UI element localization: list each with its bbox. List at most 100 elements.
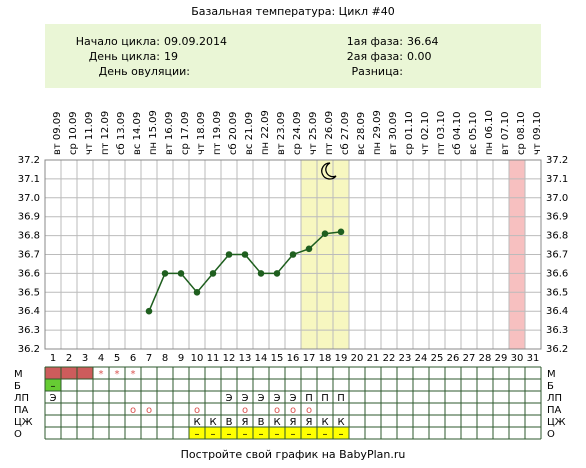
temperature-point <box>145 307 153 315</box>
weekday: пт <box>436 142 447 155</box>
cell-text: К <box>321 417 328 428</box>
date: 07.10 <box>500 111 511 140</box>
date: 12.09 <box>100 111 111 140</box>
info-value: 0.00 <box>407 50 432 63</box>
day-number: 27 <box>463 353 476 364</box>
date-label: чт 25.09 <box>308 111 319 155</box>
temperature-point <box>321 230 329 238</box>
cell-text: К <box>273 417 280 428</box>
y-tick-label: 36.4 <box>546 306 568 317</box>
cell-fill <box>269 427 285 439</box>
cell-text: – <box>323 429 328 440</box>
cell-text: Э <box>274 393 281 404</box>
date: 29.09 <box>372 110 383 139</box>
weekday: пн <box>260 142 271 155</box>
date: 01.10 <box>404 111 415 140</box>
cell-fill <box>285 427 301 439</box>
info-value: 09.09.2014 <box>164 35 227 48</box>
temperature-point <box>193 289 201 296</box>
date: 20.09 <box>228 112 239 141</box>
weekday: вс <box>468 144 479 155</box>
row-label: ЛП <box>547 393 562 404</box>
date: 25.09 <box>308 111 319 140</box>
cell-text: – <box>307 429 312 440</box>
y-tick-label: 36.8 <box>18 231 40 242</box>
date-label: пн 06.10 <box>484 110 495 155</box>
cell-text: Э <box>50 393 57 404</box>
day-number: 13 <box>239 353 252 364</box>
date: 19.09 <box>212 111 223 140</box>
day-number: 22 <box>383 353 396 364</box>
info-value: 36.64 <box>407 35 439 48</box>
cell-fill <box>61 367 77 379</box>
cell-text: * <box>115 369 120 380</box>
weekday: пт <box>212 142 223 155</box>
date-label: чт 18.09 <box>196 111 207 155</box>
cell-text: – <box>339 429 344 440</box>
cell-fill <box>253 427 269 439</box>
day-number: 24 <box>415 353 428 364</box>
weekday: сб <box>452 143 463 155</box>
weekday: чт <box>308 143 319 155</box>
y-tick-label: 36.7 <box>546 250 568 261</box>
date-label: ср 10.09 <box>68 111 79 155</box>
day-number: 30 <box>511 353 524 364</box>
day-number: 21 <box>367 353 380 364</box>
info-box <box>45 24 541 88</box>
date: 26.09 <box>324 111 335 140</box>
weekday: вс <box>356 144 367 155</box>
date-label: вт 30.09 <box>388 111 399 155</box>
day-number: 2 <box>66 353 72 364</box>
date-label: пн 15.09 <box>148 110 159 155</box>
cell-text: – <box>195 429 200 440</box>
row-label: ЛП <box>14 393 29 404</box>
row-label: ПА <box>547 405 562 416</box>
info-label: Разница: <box>352 65 404 78</box>
weekday: сб <box>340 143 351 155</box>
cell-fill <box>301 427 317 439</box>
day-number: 11 <box>207 353 220 364</box>
date-label: чт 11.09 <box>84 111 95 155</box>
date-label: вт 07.10 <box>500 111 511 155</box>
day-number: 1 <box>50 353 56 364</box>
cell-text: o <box>306 405 312 416</box>
row-label: ЦЖ <box>547 417 566 428</box>
day-number: 18 <box>319 353 332 364</box>
date: 23.09 <box>276 111 287 140</box>
date-label: ср 08.10 <box>516 111 527 155</box>
y-tick-label: 36.2 <box>546 344 568 355</box>
day-number: 20 <box>351 353 364 364</box>
y-tick-label: 36.7 <box>18 250 40 261</box>
date: 08.10 <box>516 111 527 140</box>
day-number: 10 <box>191 353 204 364</box>
cell-text: – <box>259 429 264 440</box>
y-tick-label: 36.6 <box>18 268 40 279</box>
day-number: 4 <box>98 353 104 364</box>
date-label: вс 14.09 <box>132 112 143 155</box>
date-label: пн 29.09 <box>372 110 383 155</box>
weekday: чт <box>532 143 543 155</box>
date: 09.09 <box>52 111 63 140</box>
day-number: 19 <box>335 353 348 364</box>
weekday: пн <box>148 142 159 155</box>
date-label: чт 02.10 <box>420 111 431 155</box>
row-label: ЦЖ <box>14 417 33 428</box>
date-label: сб 04.10 <box>452 112 463 156</box>
cell-text: – <box>275 429 280 440</box>
date-label: ср 01.10 <box>404 111 415 155</box>
weekday: сб <box>116 143 127 155</box>
weekday: ср <box>404 143 415 155</box>
day-number: 7 <box>146 353 152 364</box>
date-label: вс 28.09 <box>356 112 367 155</box>
plot-border <box>44 159 542 350</box>
date: 15.09 <box>148 110 159 139</box>
weekday: вт <box>500 143 511 155</box>
date: 24.09 <box>292 111 303 140</box>
y-tick-label: 36.5 <box>546 287 568 298</box>
weekday: ср <box>68 143 79 155</box>
y-tick-label: 37.1 <box>18 174 40 185</box>
temperature-point <box>289 251 297 258</box>
y-tick-label: 36.3 <box>546 325 568 336</box>
weekday: пт <box>324 142 335 155</box>
